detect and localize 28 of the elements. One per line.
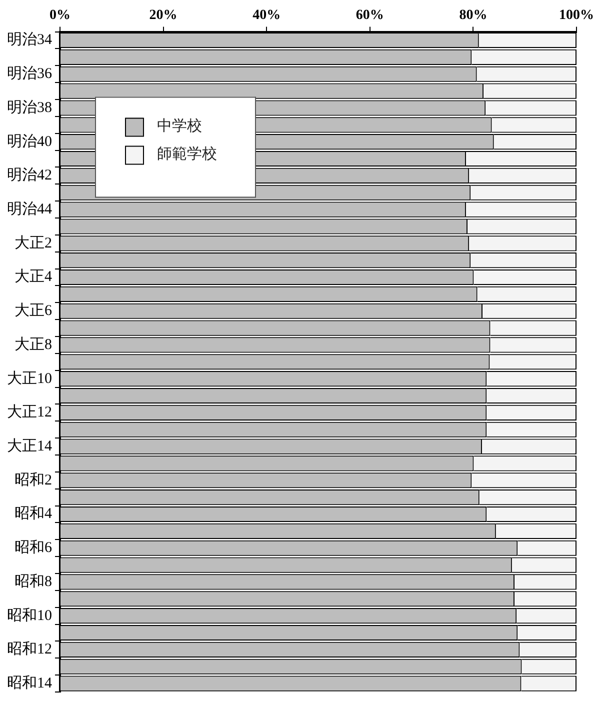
y-tick-label: 昭和6 xyxy=(14,539,52,556)
y-tick-label: 明治42 xyxy=(7,166,52,184)
y-tick-label: 大正12 xyxy=(7,404,52,421)
y-tick-label: 昭和10 xyxy=(7,606,52,624)
y-tick-label: 明治40 xyxy=(7,132,52,150)
y-tick-label: 明治36 xyxy=(7,65,52,82)
y-tick-label: 昭和4 xyxy=(14,505,52,522)
y-tick-label: 明治34 xyxy=(7,31,52,48)
x-tick-label: 80% xyxy=(459,8,488,24)
y-tick-label: 昭和2 xyxy=(14,471,52,488)
x-tick-label: 0% xyxy=(50,8,70,24)
x-tick-label: 100% xyxy=(559,8,594,24)
y-tick-label: 昭和14 xyxy=(7,674,52,692)
y-tick-label: 昭和12 xyxy=(7,640,52,658)
y-tick-label: 昭和8 xyxy=(14,572,52,590)
y-tick-label: 大正4 xyxy=(14,268,52,286)
y-tick-label: 大正8 xyxy=(14,336,52,353)
y-tick-label: 明治38 xyxy=(7,98,52,116)
x-tick-label: 60% xyxy=(356,8,384,24)
y-tick-label: 大正10 xyxy=(7,370,52,387)
y-tick-label: 明治44 xyxy=(7,200,52,218)
y-tick-label: 大正14 xyxy=(7,437,52,454)
y-tick-label: 大正2 xyxy=(14,234,52,252)
x-tick-label: 40% xyxy=(252,8,281,24)
legend-label: 師範学校 xyxy=(157,144,217,163)
x-tick-label: 20% xyxy=(149,8,178,24)
y-tick-label: 大正6 xyxy=(14,302,52,320)
legend-label: 中学校 xyxy=(157,116,202,135)
